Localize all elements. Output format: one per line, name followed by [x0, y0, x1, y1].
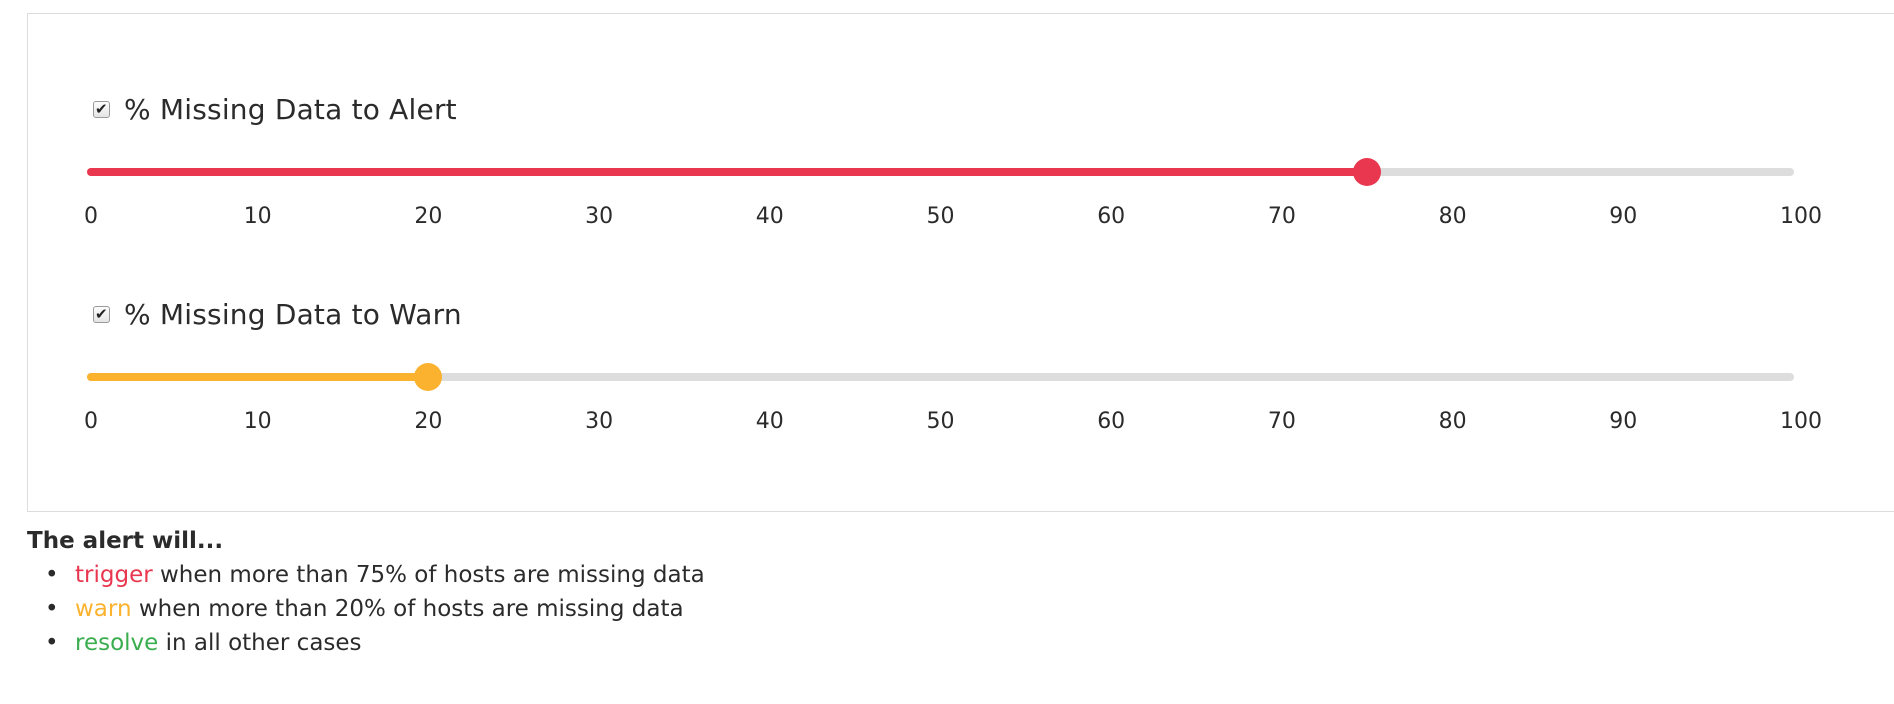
warn-threshold-slider[interactable]	[87, 363, 1794, 391]
slider-fill	[87, 373, 429, 381]
alert-threshold-heading: ✔ % Missing Data to Alert	[93, 89, 457, 129]
tick-label: 10	[243, 409, 272, 434]
bullet-icon: •	[45, 630, 59, 656]
list-item: • trigger when more than 75% of hosts ar…	[45, 558, 705, 592]
threshold-panel: ✔ % Missing Data to Alert 0 10 20 30 40 50 60 7…	[27, 13, 1894, 512]
tick-label: 60	[1097, 409, 1126, 434]
tick-label: 30	[585, 409, 614, 434]
checkmark-icon: ✔	[95, 304, 108, 323]
tick-label: 0	[84, 204, 98, 229]
tick-label: 20	[414, 409, 443, 434]
summary-keyword: resolve	[75, 630, 159, 656]
tick-label: 20	[414, 204, 443, 229]
warn-slider-tick-labels: 0 10 20 30 40 50 60 70 80 90 100	[84, 409, 1822, 439]
bullet-icon: •	[45, 596, 59, 622]
checkmark-icon: ✔	[95, 99, 108, 118]
alert-threshold-label: % Missing Data to Alert	[124, 92, 457, 126]
summary-text: in all other cases	[158, 630, 362, 656]
tick-label: 70	[1267, 204, 1296, 229]
summary-list: • trigger when more than 75% of hosts ar…	[27, 558, 705, 660]
summary-keyword: trigger	[75, 562, 153, 588]
slider-handle[interactable]	[414, 363, 443, 391]
tick-label: 10	[243, 204, 272, 229]
tick-label: 80	[1438, 409, 1467, 434]
warn-threshold-label: % Missing Data to Warn	[124, 297, 462, 331]
warn-threshold-section: ✔ % Missing Data to Warn 0 10 20 30 40 50 60 70…	[28, 294, 1894, 435]
tick-label: 70	[1267, 409, 1296, 434]
tick-label: 100	[1780, 204, 1822, 229]
tick-label: 40	[755, 204, 784, 229]
bullet-icon: •	[45, 562, 59, 588]
tick-label: 100	[1780, 409, 1822, 434]
alert-summary: The alert will... • trigger when more th…	[27, 524, 705, 660]
list-item: • resolve in all other cases	[45, 626, 705, 660]
slider-handle[interactable]	[1353, 158, 1382, 186]
summary-keyword: warn	[75, 596, 132, 622]
summary-title: The alert will...	[27, 528, 224, 554]
tick-label: 50	[926, 409, 955, 434]
tick-label: 90	[1609, 204, 1638, 229]
summary-text: when more than 75% of hosts are missing …	[152, 562, 705, 588]
tick-label: 40	[755, 409, 784, 434]
tick-label: 80	[1438, 204, 1467, 229]
alert-threshold-slider[interactable]	[87, 158, 1794, 186]
tick-label: 50	[926, 204, 955, 229]
tick-label: 30	[585, 204, 614, 229]
list-item: • warn when more than 20% of hosts are m…	[45, 592, 705, 626]
summary-text: when more than 20% of hosts are missing …	[131, 596, 684, 622]
alert-threshold-checkbox[interactable]: ✔	[93, 99, 110, 118]
warn-threshold-checkbox[interactable]: ✔	[93, 304, 110, 323]
alert-slider-tick-labels: 0 10 20 30 40 50 60 70 80 90 100	[84, 204, 1822, 234]
slider-fill	[87, 168, 1368, 176]
alert-threshold-section: ✔ % Missing Data to Alert 0 10 20 30 40 50 60 7…	[28, 89, 1894, 230]
tick-label: 60	[1097, 204, 1126, 229]
slider-track	[87, 373, 1794, 381]
warn-threshold-heading: ✔ % Missing Data to Warn	[93, 294, 462, 334]
tick-label: 90	[1609, 409, 1638, 434]
tick-label: 0	[84, 409, 98, 434]
